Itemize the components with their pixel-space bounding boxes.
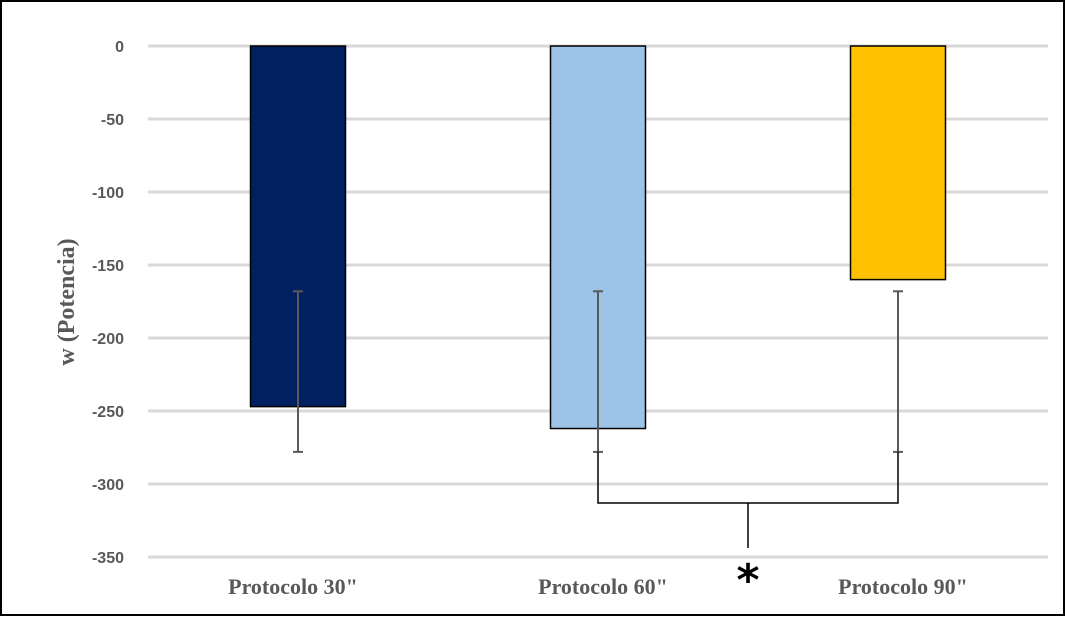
error-bars (293, 290, 903, 453)
significance-marker: * (736, 555, 759, 606)
y-tick-label: -100 (92, 185, 124, 202)
significance-bracket: * (597, 451, 899, 606)
bar (849, 45, 947, 281)
y-tick-label: -350 (92, 550, 124, 567)
y-tick-label: -50 (101, 112, 124, 129)
x-category-label: Protocolo 60" (538, 574, 668, 599)
x-axis-categories: Protocolo 30" Protocolo 60" Protocolo 90" (228, 574, 968, 599)
y-tick-label: -250 (92, 404, 124, 421)
bracket-line (597, 451, 899, 504)
y-tick-label: -200 (92, 331, 124, 348)
x-category-label: Protocolo 30" (228, 574, 358, 599)
y-tick-label: 0 (115, 39, 124, 56)
y-tick-label: -150 (92, 258, 124, 275)
y-axis-ticks: 0 -50 -100 -150 -200 -250 -300 -350 (92, 39, 124, 567)
x-category-label: Protocolo 90" (838, 574, 968, 599)
y-axis-label: w (Potencia) (54, 238, 80, 365)
y-tick-label: -300 (92, 477, 124, 494)
